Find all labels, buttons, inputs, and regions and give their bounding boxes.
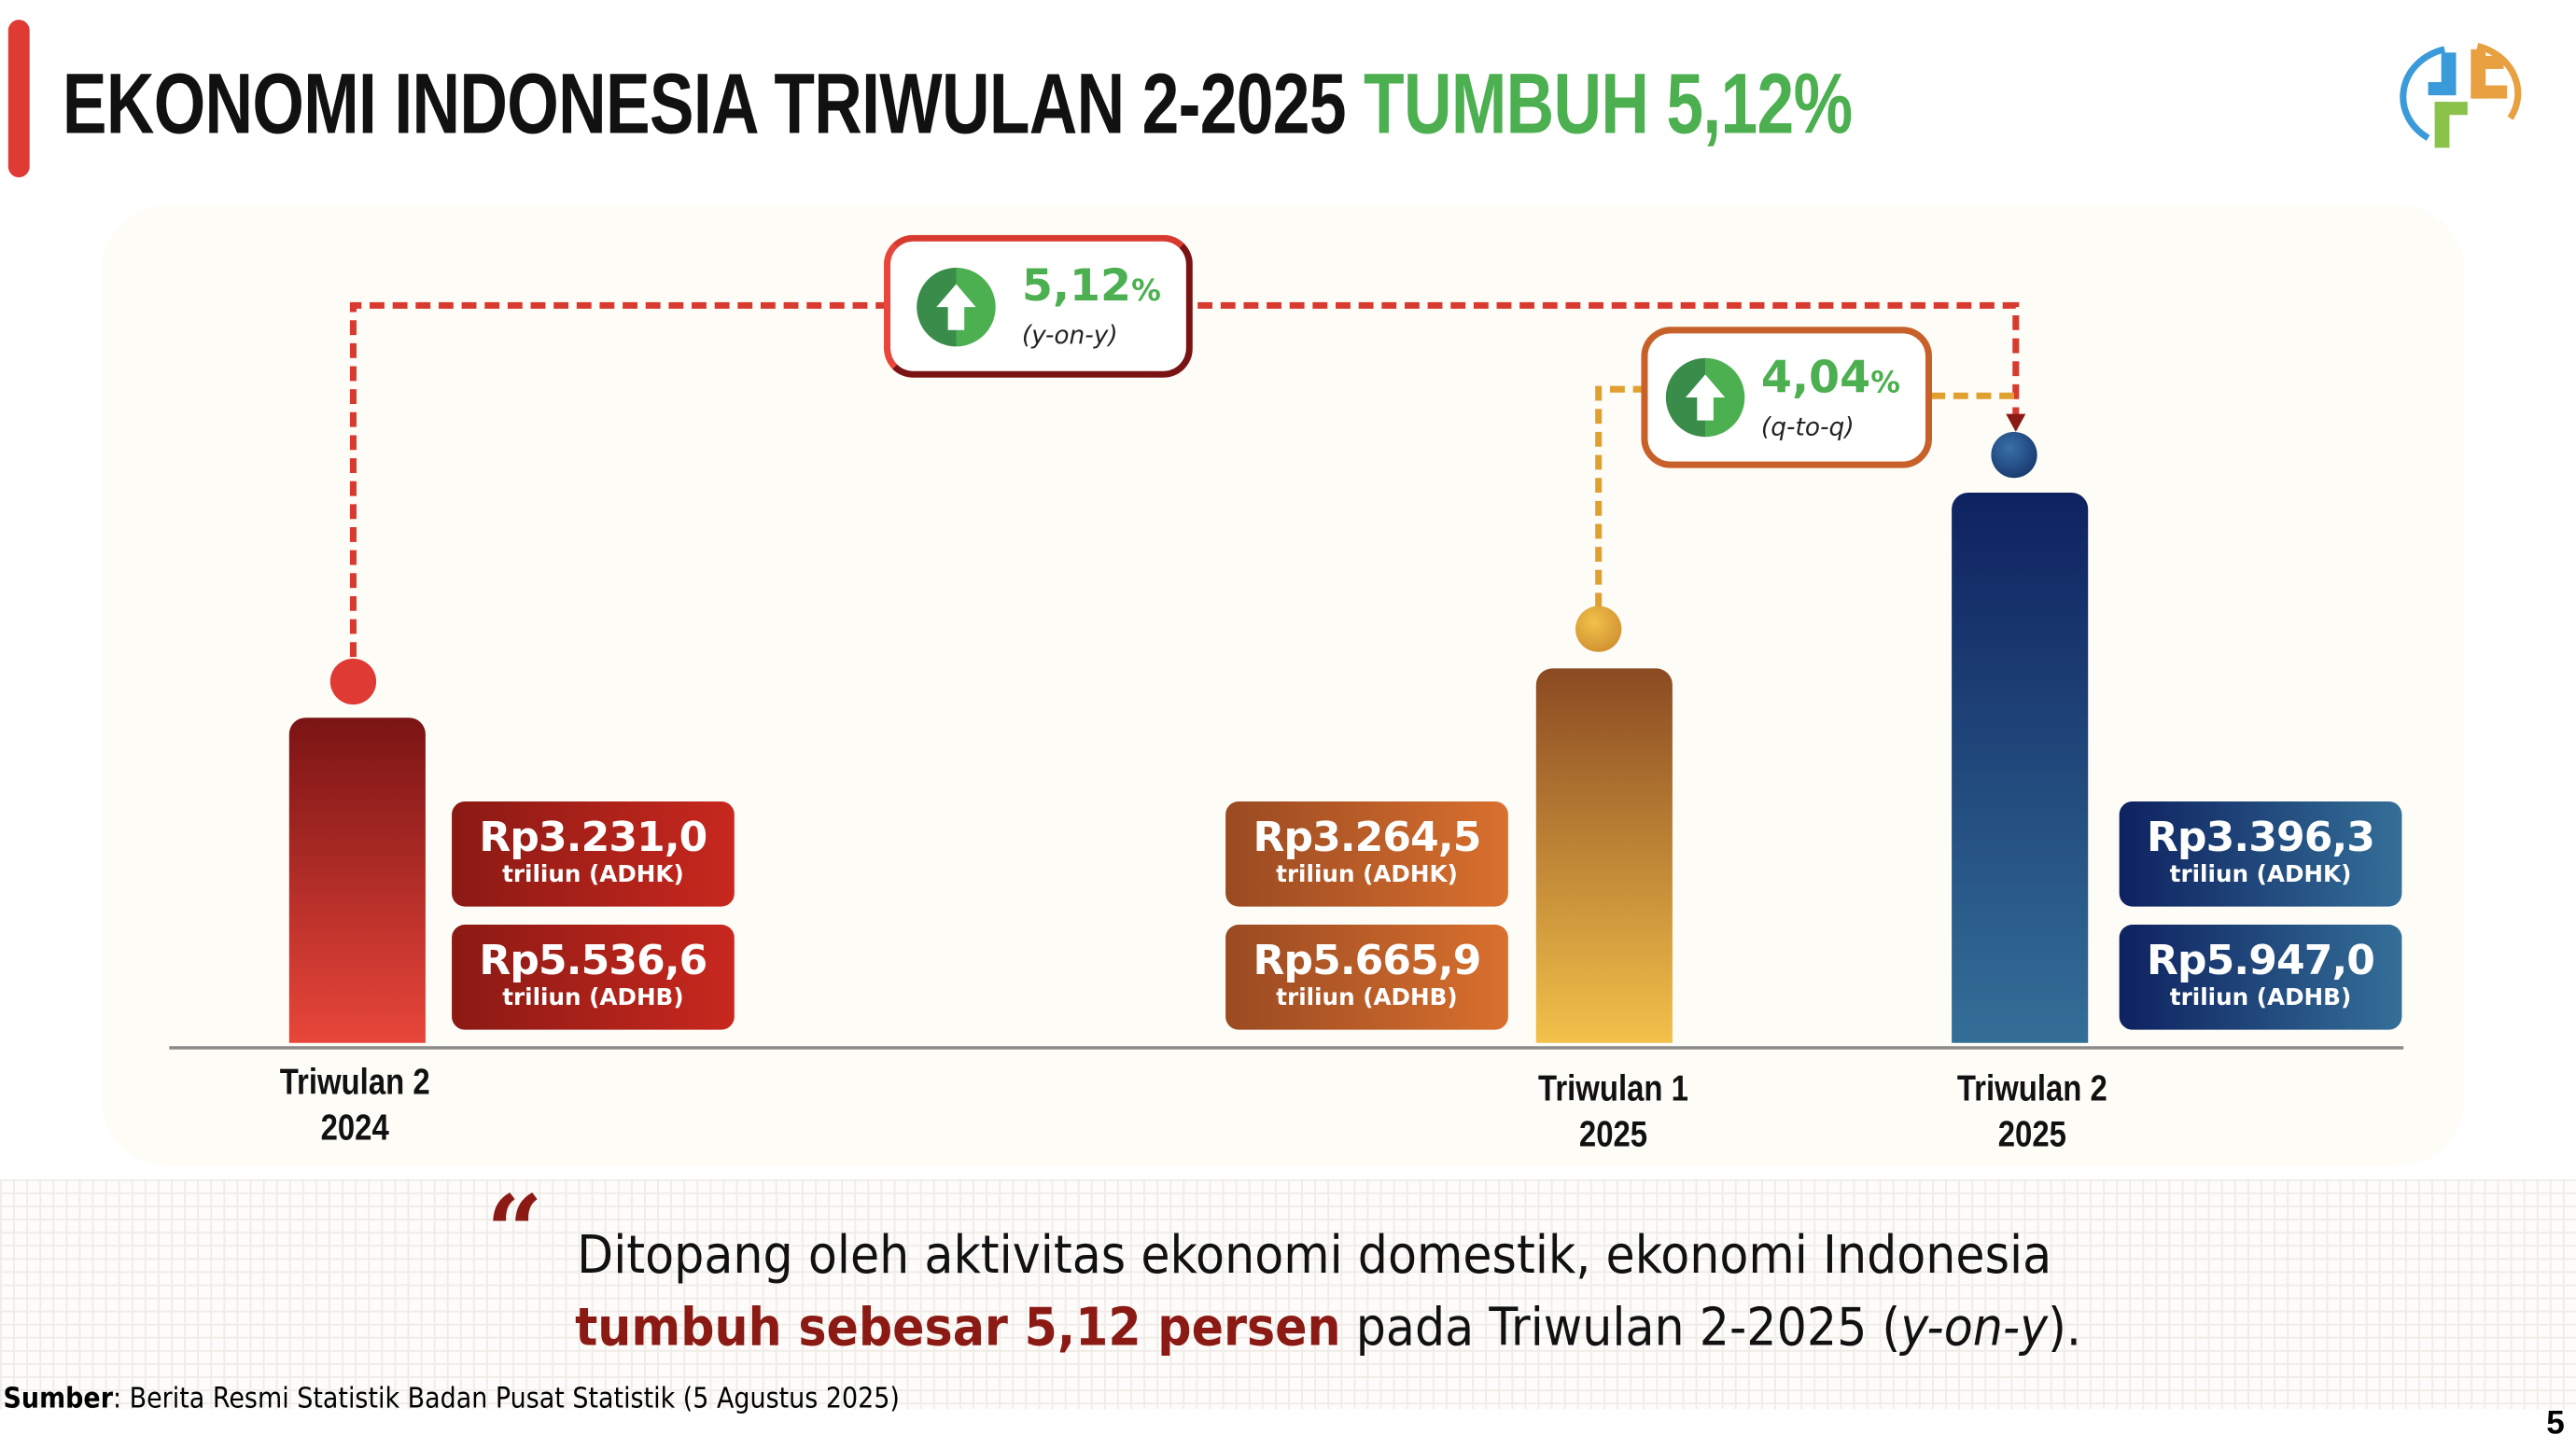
- unit: triliun (ADHB): [502, 985, 684, 1012]
- title-accent-bar: [7, 20, 30, 178]
- value-box-adhb: Rp5.536,6 triliun (ADHB): [452, 924, 735, 1030]
- pct-unit: %: [1131, 273, 1161, 309]
- label-line: 2025: [1997, 1113, 2066, 1155]
- arrow-head-icon: [2006, 413, 2026, 432]
- label-line: Triwulan 1: [1538, 1067, 1689, 1109]
- bar-dot: [329, 658, 377, 705]
- source-text: : Berita Resmi Statistik Badan Pusat Sta…: [112, 1383, 900, 1416]
- qtq-value: 4,04%: [1761, 353, 1900, 404]
- qtq-label: (q-to-q): [1760, 411, 1855, 442]
- quote-text: pada Triwulan 2-2025 (: [1340, 1295, 1901, 1358]
- quote-text: ).: [2048, 1295, 2082, 1358]
- bar-q1-2025: [1535, 668, 1673, 1043]
- bar-q2-2025: [1952, 493, 2089, 1043]
- page-number: 5: [2546, 1405, 2565, 1442]
- value-box-adhb: Rp5.665,9 triliun (ADHB): [1225, 924, 1508, 1030]
- x-axis-line: [169, 1046, 2404, 1050]
- pct-number: 5,12: [1021, 260, 1132, 313]
- value-box-adhk: Rp3.396,3 triliun (ADHK): [2119, 801, 2402, 907]
- pct-unit: %: [1870, 366, 1900, 401]
- page-title: EKONOMI INDONESIA TRIWULAN 2-2025 TUMBUH…: [62, 56, 1853, 155]
- quote-line-2: tumbuh sebesar 5,12 persen pada Triwulan…: [575, 1295, 2081, 1358]
- yoy-label: (y-on-y): [1021, 320, 1118, 350]
- quote-mark-icon: “: [486, 1176, 543, 1291]
- value: Rp5.536,6: [479, 936, 707, 984]
- value-box-adhk: Rp3.264,5 triliun (ADHK): [1225, 801, 1508, 907]
- unit: triliun (ADHK): [2169, 862, 2352, 889]
- value: Rp5.665,9: [1253, 936, 1481, 984]
- label-line: Triwulan 2: [1956, 1067, 2107, 1109]
- bar-q2-2024: [288, 718, 426, 1043]
- unit: triliun (ADHB): [1276, 985, 1458, 1012]
- qtq-dashed-line: [1595, 385, 2015, 608]
- value-box-adhb: Rp5.947,0 triliun (ADHB): [2119, 924, 2402, 1030]
- bar-dot: [1575, 606, 1622, 652]
- category-label: Triwulan 2 2025: [1935, 1066, 2130, 1158]
- arrow-up-icon: [917, 267, 996, 347]
- unit: triliun (ADHK): [1276, 862, 1458, 889]
- yoy-callout: 5,12% (y-on-y): [883, 234, 1193, 378]
- bar-dot: [1991, 431, 2037, 479]
- unit: triliun (ADHB): [2169, 985, 2352, 1012]
- unit: triliun (ADHK): [502, 862, 684, 889]
- quote-italic: y-on-y: [1900, 1295, 2049, 1358]
- title-main: EKONOMI INDONESIA TRIWULAN 2-2025: [62, 57, 1347, 153]
- quote-highlight: tumbuh sebesar 5,12 persen: [575, 1295, 1341, 1358]
- value: Rp3.264,5: [1253, 813, 1481, 861]
- bps-logo-icon: [2400, 42, 2522, 148]
- quote-line-1: Ditopang oleh aktivitas ekonomi domestik…: [577, 1223, 2052, 1287]
- source-note: Sumber: Berita Resmi Statistik Badan Pus…: [4, 1383, 900, 1415]
- label-line: Triwulan 2: [279, 1061, 430, 1103]
- label-line: 2025: [1578, 1113, 1648, 1155]
- value-box-adhk: Rp3.231,0 triliun (ADHK): [452, 801, 735, 907]
- title-highlight: TUMBUH 5,12%: [1364, 57, 1853, 153]
- label-line: 2024: [320, 1107, 389, 1149]
- category-label: Triwulan 1 2025: [1516, 1066, 1711, 1158]
- pct-number: 4,04: [1760, 353, 1871, 405]
- yoy-value: 5,12%: [1022, 261, 1161, 313]
- value: Rp5.947,0: [2147, 936, 2375, 984]
- source-label: Sumber: [3, 1383, 113, 1416]
- value: Rp3.396,3: [2147, 813, 2375, 861]
- value: Rp3.231,0: [479, 813, 707, 861]
- quote-background: [0, 1178, 2576, 1410]
- category-label: Triwulan 2 2024: [257, 1059, 452, 1151]
- arrow-up-icon: [1665, 357, 1745, 438]
- qtq-callout: 4,04% (q-to-q): [1641, 327, 1932, 468]
